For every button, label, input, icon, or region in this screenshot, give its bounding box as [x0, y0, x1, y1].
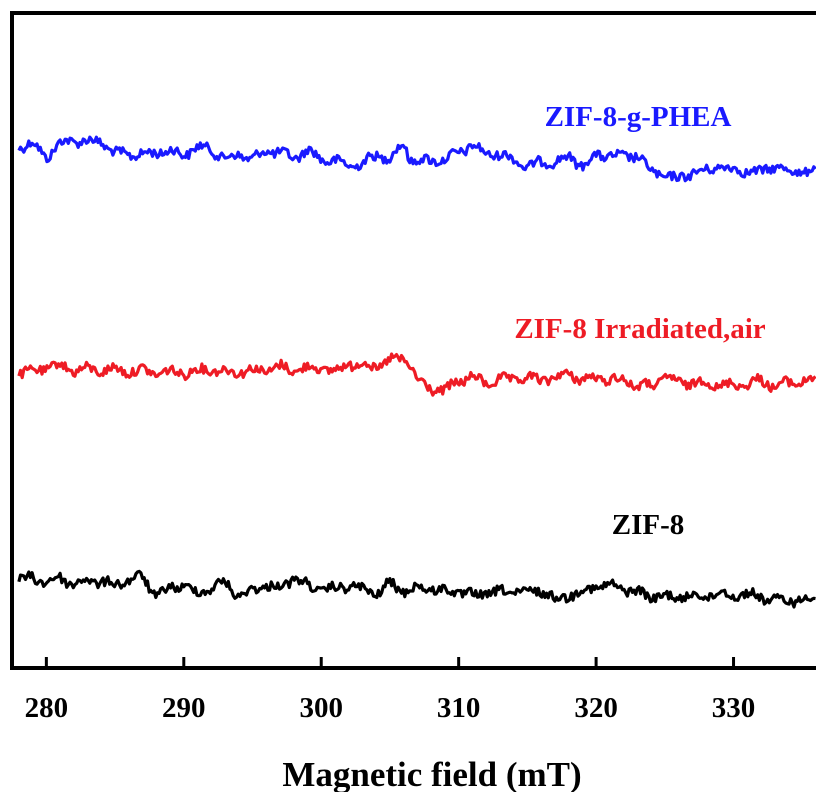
- x-tick-label: 300: [299, 692, 343, 724]
- series-label-zif-8-irradiated-air: ZIF-8 Irradiated,air: [514, 313, 765, 345]
- x-tick-label: 320: [574, 692, 618, 724]
- x-tick-label: 310: [437, 692, 481, 724]
- series-line-zif-8-irradiated-air: [17, 352, 816, 397]
- x-axis-ticks: 280 290 300 310 320 330: [25, 657, 756, 724]
- plot-frame: [10, 11, 816, 670]
- series-label-zif-8: ZIF-8: [612, 509, 685, 541]
- x-tick-label: 290: [162, 692, 206, 724]
- plot-area: [17, 135, 816, 609]
- series-label-zif-8-g-phea: ZIF-8-g-PHEA: [545, 101, 732, 133]
- series-labels: ZIF-8-g-PHEA ZIF-8 Irradiated,air ZIF-8: [514, 101, 765, 541]
- x-axis-title: Magnetic field (mT): [282, 755, 581, 792]
- x-tick-label: 280: [25, 692, 69, 724]
- series-line-zif-8: [17, 569, 816, 609]
- x-tick-label: 330: [712, 692, 756, 724]
- series-line-zif-8-g-phea: [17, 135, 816, 183]
